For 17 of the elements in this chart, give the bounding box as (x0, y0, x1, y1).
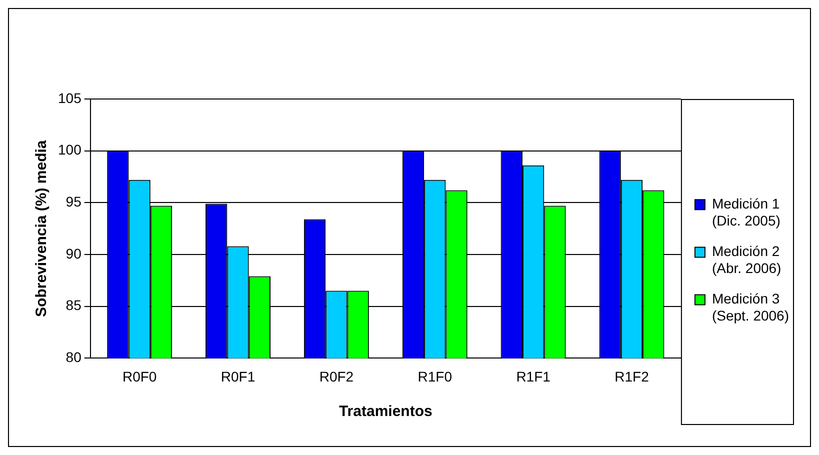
y-tick-label: 105 (58, 90, 82, 106)
y-tick-label: 90 (66, 245, 82, 262)
x-tick-label: R1F2 (614, 368, 650, 384)
legend-label: Medición 3 (Sept. 2006) (712, 290, 790, 324)
legend-label: Medición 2 (Abr. 2006) (712, 243, 782, 276)
x-tick-label: R0F2 (319, 368, 354, 384)
y-tick-label: 80 (66, 349, 82, 366)
x-tick-label: R1F0 (418, 368, 452, 384)
x-tick-label: R1F1 (516, 368, 551, 384)
y-tick-label: 100 (58, 142, 82, 158)
y-axis-title: Sobrevivencia (%) media (33, 140, 50, 317)
legend-label: Medición 1 (Dic. 2005) (712, 195, 780, 228)
y-tick-label: 95 (66, 194, 82, 210)
x-tick-label: R0F1 (220, 368, 256, 384)
x-axis-title: Tratamientos (338, 403, 432, 420)
y-tick-label: 85 (66, 297, 82, 314)
x-tick-label: R0F0 (122, 368, 157, 384)
